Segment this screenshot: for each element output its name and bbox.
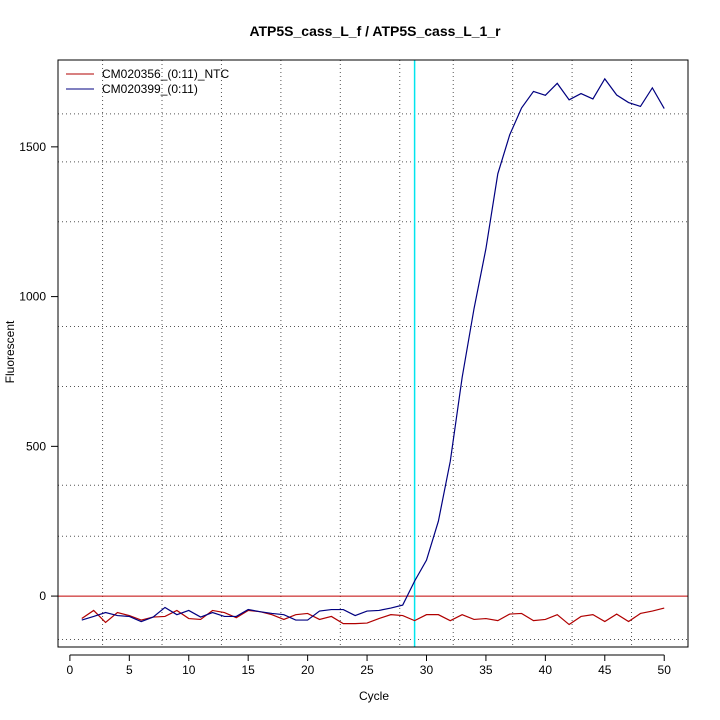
chart-title: ATP5S_cass_L_f / ATP5S_cass_L_1_r <box>249 23 501 39</box>
x-tick-label: 50 <box>658 663 672 677</box>
series-line-sample <box>81 77 665 623</box>
x-tick-label: 0 <box>67 663 74 677</box>
x-tick-label: 40 <box>539 663 553 677</box>
y-tick-label: 1000 <box>19 290 46 304</box>
series-line-ntc <box>81 607 665 626</box>
x-axis: 0 5 10 15 20 25 30 35 40 45 50 <box>67 654 672 677</box>
x-tick-label: 45 <box>598 663 612 677</box>
grid <box>58 60 688 647</box>
x-tick-label: 20 <box>301 663 315 677</box>
legend-label-ntc: CM020356_(0:11)_NTC <box>102 67 230 81</box>
x-tick-label: 25 <box>360 663 374 677</box>
plot-frame <box>57 59 689 648</box>
y-axis-label: Fluorescent <box>3 320 17 383</box>
x-tick-label: 35 <box>479 663 493 677</box>
x-tick-label: 10 <box>182 663 196 677</box>
legend-label-sample: CM020399_(0:11) <box>102 82 198 96</box>
x-axis-label: Cycle <box>359 689 389 703</box>
legend: CM020356_(0:11)_NTC CM020399_(0:11) <box>66 67 230 96</box>
x-tick-label: 5 <box>126 663 133 677</box>
y-axis: 0 500 1000 1500 <box>19 140 58 603</box>
y-tick-label: 1500 <box>19 140 46 154</box>
x-tick-label: 15 <box>242 663 256 677</box>
y-tick-label: 0 <box>39 589 46 603</box>
y-tick-label: 500 <box>26 439 46 453</box>
series-lines <box>81 77 665 626</box>
x-tick-label: 30 <box>420 663 434 677</box>
